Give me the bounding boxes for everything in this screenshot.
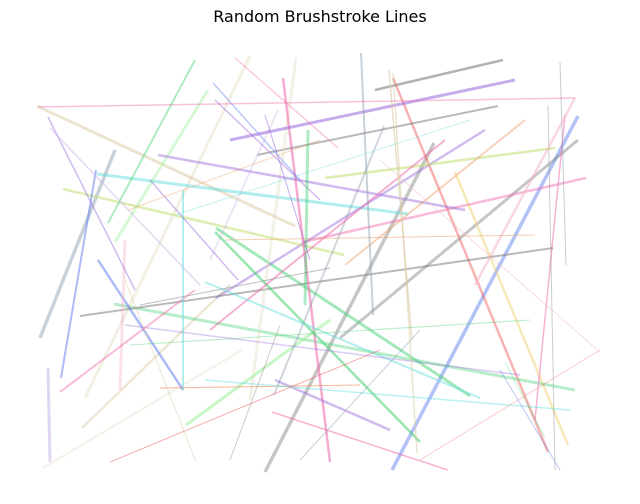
brushstroke-line-4	[38, 149, 117, 339]
brushstroke-line-70	[379, 159, 601, 353]
brushstroke-line-13	[374, 58, 504, 92]
brushstroke-line-33	[212, 82, 301, 181]
brushstroke-line-18	[62, 187, 345, 257]
brushstroke-lines	[36, 52, 601, 473]
brushstroke-line-34	[229, 78, 516, 142]
brushstroke-line-10	[83, 55, 252, 399]
brushstroke-line-49	[559, 61, 567, 266]
brushstroke-line-12	[215, 128, 486, 300]
brushstroke-line-30	[118, 239, 127, 391]
brushstroke-line-73	[504, 361, 546, 439]
brushstroke-line-48	[534, 114, 566, 421]
brushstroke-line-52	[360, 52, 374, 316]
brushstroke-line-2	[263, 142, 436, 473]
brushstroke-line-9	[113, 302, 576, 392]
brushstroke-line-50	[547, 104, 556, 471]
brushstroke-line-36	[214, 231, 421, 443]
brushstroke-line-65	[299, 329, 421, 461]
brushstroke-line-56	[49, 127, 201, 286]
brushstroke-line-69	[129, 319, 531, 346]
brushstroke-line-54	[473, 97, 577, 286]
brushstroke-line-5	[42, 348, 243, 470]
brushstroke-line-72	[174, 119, 471, 216]
brushstroke-line-46	[159, 384, 361, 389]
brushstroke-line-40	[271, 411, 449, 471]
brushstroke-line-22	[281, 77, 332, 463]
brushstroke-line-19	[113, 89, 210, 243]
brushstroke-line-53	[392, 72, 418, 454]
brushstroke-line-28	[60, 169, 97, 379]
brushstroke-line-1	[390, 115, 580, 471]
brushstroke-line-23	[185, 318, 331, 427]
brushstroke-line-24	[324, 146, 556, 180]
brushstroke-line-8	[453, 171, 570, 446]
brushstroke-line-27	[96, 259, 185, 391]
figure-title: Random Brushstroke Lines	[213, 7, 427, 26]
brushstroke-line-35	[157, 153, 466, 212]
brushstroke-line-41	[274, 378, 391, 432]
brushstroke-line-59	[109, 349, 381, 463]
brushstroke-line-3	[391, 77, 550, 453]
brushstroke-line-51	[388, 69, 413, 341]
brushstroke-line-68	[264, 114, 311, 261]
brushstroke-line-39	[344, 119, 526, 266]
brushstroke-line-63	[234, 57, 339, 149]
brushstroke-line-32	[214, 99, 321, 201]
brushstroke-line-64	[499, 369, 561, 471]
brushstroke-line-16	[36, 104, 296, 228]
brushstroke-line-47	[224, 234, 536, 241]
brushstroke-line-66	[419, 349, 601, 461]
brushstroke-line-37	[303, 129, 310, 306]
brushstroke-line-43	[124, 324, 521, 376]
brushstroke-line-17	[96, 172, 409, 216]
brushstroke-line-26	[273, 125, 385, 396]
brushstroke-line-15	[79, 247, 554, 317]
brushstroke-line-57	[149, 179, 239, 281]
brushstroke-line-55	[47, 116, 136, 291]
brushstroke-line-25	[302, 176, 587, 244]
brushstroke-line-14	[256, 105, 499, 156]
brushstroke-line-67	[229, 324, 281, 461]
brushstroke-line-11	[215, 226, 471, 398]
brushstroke-line-44	[59, 289, 196, 393]
brushstroke-line-61	[139, 267, 331, 306]
brushstroke-line-62	[204, 379, 571, 411]
brushstroke-line-60	[124, 279, 197, 463]
brushstroke-line-6	[81, 284, 231, 429]
brushstroke-line-38	[209, 139, 446, 331]
brushstroke-line-7	[339, 138, 579, 340]
brushstroke-line-42	[204, 281, 481, 399]
brushstroke-line-71	[127, 139, 321, 211]
brushstroke-line-31	[209, 109, 279, 261]
brushstroke-line-20	[107, 59, 196, 224]
brushstroke-line-58	[37, 97, 576, 108]
brushstroke-line-29	[46, 367, 52, 463]
